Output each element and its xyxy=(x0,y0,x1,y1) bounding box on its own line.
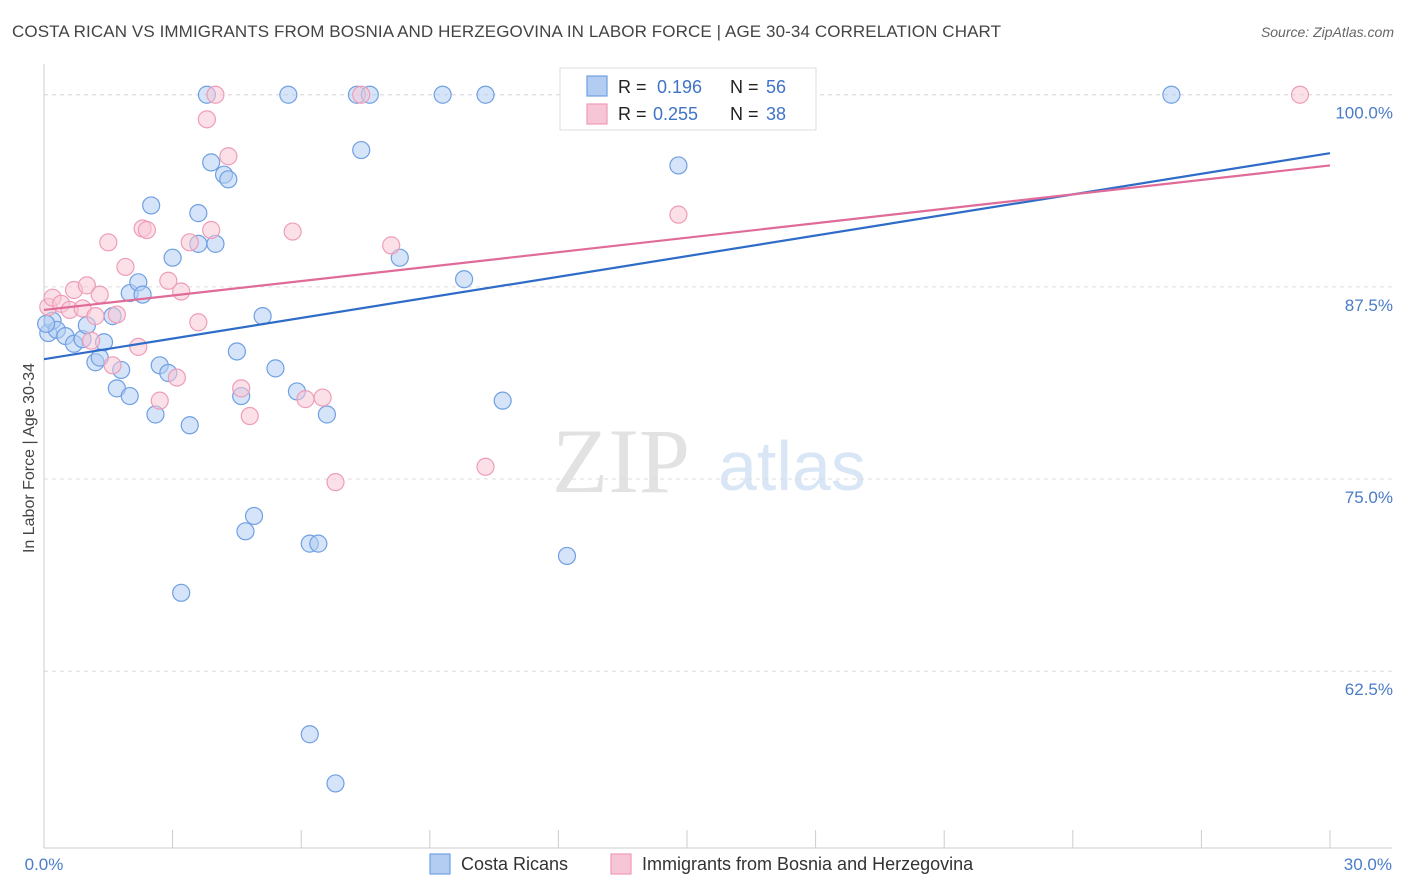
point-bosnia xyxy=(326,473,345,492)
point-costa-ricans xyxy=(253,307,272,326)
point-bosnia xyxy=(90,285,109,304)
point-bosnia xyxy=(116,257,135,277)
point-costa-ricans xyxy=(180,416,199,435)
watermark-atlas: atlas xyxy=(718,427,866,505)
point-bosnia xyxy=(86,307,105,326)
data-points xyxy=(37,85,1310,793)
point-bosnia xyxy=(150,391,169,410)
point-costa-ricans xyxy=(236,522,255,541)
y-tick-label: 87.5% xyxy=(1345,296,1393,315)
point-costa-ricans xyxy=(317,405,337,424)
point-bosnia xyxy=(382,236,401,255)
point-costa-ricans xyxy=(142,196,161,215)
point-bosnia xyxy=(107,305,126,324)
legend-swatch-costa-ricans xyxy=(586,75,608,97)
legend-swatch-bosnia xyxy=(586,103,608,125)
point-bosnia xyxy=(313,388,332,407)
series-legend: Costa Ricans Immigrants from Bosnia and … xyxy=(429,853,974,875)
point-costa-ricans xyxy=(189,204,208,223)
point-bosnia xyxy=(159,271,178,290)
trend-lines xyxy=(43,152,1331,361)
point-costa-ricans xyxy=(669,156,688,175)
y-axis-label: In Labor Force | Age 30-34 xyxy=(21,363,38,553)
point-costa-ricans xyxy=(309,534,328,553)
point-costa-ricans xyxy=(219,170,238,189)
watermark-zip: ZIP xyxy=(552,410,690,512)
point-bosnia xyxy=(1290,85,1310,104)
bottom-legend-label-costa-ricans: Costa Ricans xyxy=(461,854,568,874)
point-bosnia xyxy=(219,147,238,166)
point-costa-ricans xyxy=(120,386,139,406)
point-costa-ricans xyxy=(493,391,512,410)
point-bosnia xyxy=(669,205,688,224)
legend-r-value-1: 0.196 xyxy=(657,77,702,97)
source-label: Source: ZipAtlas.com xyxy=(1260,24,1394,40)
legend-n-value-1: 56 xyxy=(766,77,786,97)
point-costa-ricans xyxy=(476,85,495,104)
point-bosnia xyxy=(202,220,221,240)
point-costa-ricans xyxy=(352,140,371,160)
point-bosnia xyxy=(99,233,118,252)
point-costa-ricans xyxy=(172,583,191,602)
point-costa-ricans xyxy=(202,153,221,172)
x-tick-label: 30.0% xyxy=(1344,855,1392,874)
point-costa-ricans xyxy=(326,774,345,793)
legend-r-value-2: 0.255 xyxy=(653,104,698,124)
trend-line-bosnia xyxy=(43,164,1331,312)
y-tick-label: 75.0% xyxy=(1345,488,1393,507)
point-bosnia xyxy=(476,457,495,476)
point-bosnia xyxy=(77,276,96,295)
legend-n-value-2: 38 xyxy=(766,104,786,124)
point-bosnia xyxy=(232,379,251,398)
legend-n-label-2: N = xyxy=(730,104,759,124)
legend-r-label-2: R = xyxy=(618,104,647,124)
point-costa-ricans xyxy=(37,314,56,333)
point-bosnia xyxy=(206,85,225,104)
bottom-legend-swatch-costa-ricans xyxy=(429,853,451,875)
bottom-legend-label-bosnia: Immigrants from Bosnia and Herzegovina xyxy=(642,854,974,874)
point-bosnia xyxy=(240,406,259,426)
x-tick-label: 0.0% xyxy=(25,855,64,874)
point-costa-ricans xyxy=(433,85,452,104)
point-costa-ricans xyxy=(227,342,246,361)
point-bosnia xyxy=(129,337,148,356)
legend-n-label-1: N = xyxy=(730,77,759,97)
point-costa-ricans xyxy=(163,248,182,267)
point-costa-ricans xyxy=(244,506,264,526)
axes: 62.5% 75.0% 87.5% 100.0% 0.0% 30.0% xyxy=(25,64,1393,874)
point-bosnia xyxy=(296,390,315,409)
point-costa-ricans xyxy=(266,359,285,378)
point-costa-ricans xyxy=(454,270,474,289)
point-costa-ricans xyxy=(390,248,409,267)
trend-line-costa-ricans xyxy=(43,152,1331,361)
y-tick-label: 62.5% xyxy=(1345,680,1393,699)
point-bosnia xyxy=(172,282,191,301)
legend-r-label-1: R = xyxy=(618,77,647,97)
point-costa-ricans xyxy=(557,546,577,566)
bottom-legend-swatch-bosnia xyxy=(610,853,632,875)
point-bosnia xyxy=(103,356,122,375)
point-bosnia xyxy=(197,110,216,129)
point-bosnia xyxy=(283,222,302,241)
point-bosnia xyxy=(352,85,371,104)
chart-title: COSTA RICAN VS IMMIGRANTS FROM BOSNIA AN… xyxy=(12,22,1002,41)
point-bosnia xyxy=(189,313,208,332)
point-costa-ricans xyxy=(279,85,298,104)
y-tick-label: 100.0% xyxy=(1335,104,1393,123)
point-bosnia xyxy=(82,331,101,350)
point-bosnia xyxy=(167,368,186,387)
point-costa-ricans xyxy=(1162,85,1181,104)
point-bosnia xyxy=(137,220,156,240)
point-costa-ricans xyxy=(300,725,319,744)
correlation-legend: R = 0.196 N = 56 R = 0.255 N = 38 xyxy=(559,67,817,131)
point-bosnia xyxy=(180,233,199,252)
